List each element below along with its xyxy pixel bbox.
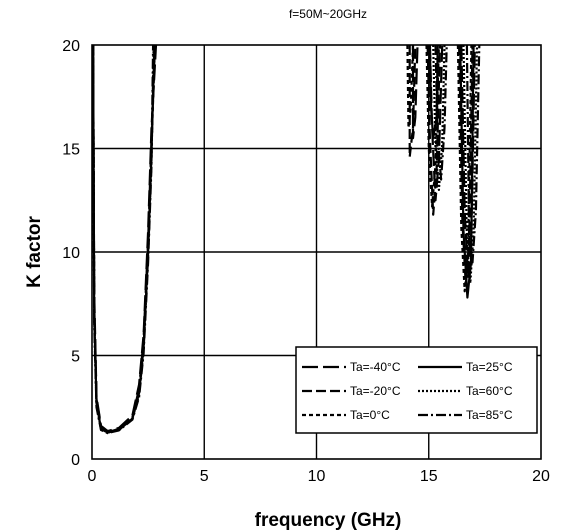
x-tick-label: 5: [200, 468, 209, 485]
x-tick-label: 20: [532, 468, 550, 485]
series-line: [456, 45, 473, 293]
series-line: [432, 45, 446, 191]
x-tick-label: 0: [88, 468, 97, 485]
y-tick-label: 0: [71, 452, 80, 469]
series-line: [426, 45, 442, 216]
legend-label: Ta=85°C: [466, 408, 513, 422]
series-line: [406, 45, 415, 129]
y-tick-label: 20: [62, 38, 80, 55]
legend-label: Ta=60°C: [466, 384, 513, 398]
x-tick-label: 15: [420, 468, 438, 485]
y-axis-label: K factor: [24, 216, 45, 288]
x-tick-label: 10: [308, 468, 326, 485]
y-tick-label: 10: [62, 245, 80, 262]
series-line: [408, 45, 417, 158]
y-tick-label: 5: [71, 349, 80, 366]
legend-label: Ta=0°C: [350, 408, 390, 422]
series-line: [462, 45, 479, 285]
x-axis-label: frequency (GHz): [255, 510, 402, 531]
series-line: [428, 45, 439, 140]
legend-label: Ta=25°C: [466, 360, 513, 374]
series-line: [434, 45, 448, 181]
y-tick-label: 15: [62, 142, 80, 159]
chart-title: f=50M~20GHz: [289, 7, 367, 21]
series-line: [425, 45, 440, 208]
series-line: [465, 45, 481, 264]
legend: Ta=-40°C Ta=-20°C Ta=0°C Ta=25°C Ta=60°C Ta=8…: [295, 346, 538, 434]
legend-label: Ta=-20°C: [350, 384, 401, 398]
series-line: [459, 45, 475, 299]
legend-label: Ta=-40°C: [350, 360, 401, 374]
series-6: [92, 45, 481, 435]
series-line: [92, 45, 155, 435]
plot-frame: [91, 44, 542, 460]
series-3: [92, 45, 473, 434]
